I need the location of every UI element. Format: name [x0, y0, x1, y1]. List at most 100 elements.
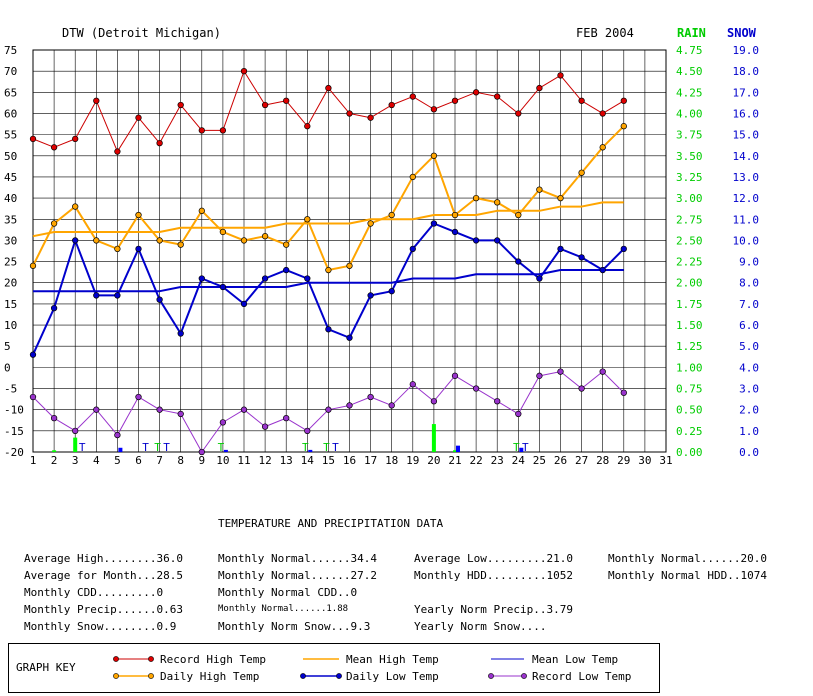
daily-low-temp-point	[430, 220, 438, 227]
snow-tick-label: 14.0	[733, 150, 760, 163]
daily-high-temp-point	[515, 211, 522, 219]
y-tick-label: -5	[4, 383, 17, 396]
stat-yearly-snow: Yearly Norm Snow....	[414, 620, 547, 633]
y-tick-label: 40	[4, 192, 17, 205]
daily-low-temp-point	[578, 254, 585, 261]
station-title: DTW (Detroit Michigan)	[62, 26, 221, 40]
record-high-temp-point	[536, 84, 543, 92]
rain-tick-label: 3.50	[676, 150, 703, 163]
record-low-temp-point	[536, 372, 543, 379]
daily-low-temp-point	[346, 334, 353, 341]
daily-high-temp-point	[599, 144, 606, 151]
record-high-temp-point	[177, 101, 184, 109]
rain-trace-marker: T	[323, 441, 330, 454]
daily-low-temp-point	[72, 237, 79, 244]
snow-tick-label: 8.0	[739, 277, 759, 290]
daily-high-temp-point	[388, 211, 395, 219]
record-low-temp-point	[494, 398, 501, 405]
daily-low-temp-point	[29, 351, 37, 358]
y-tick-label: 5	[4, 340, 11, 353]
daily-low-temp-point	[409, 245, 416, 253]
daily-low-temp-point	[515, 258, 522, 265]
daily-low-temp-point	[536, 275, 543, 282]
stat-average-low: Average Low.........21.0	[414, 552, 573, 565]
daily-high-temp-point	[472, 194, 480, 202]
daily-low-temp-point	[240, 300, 248, 308]
x-tick-label: 5	[114, 454, 121, 467]
record-low-temp-point	[72, 427, 79, 434]
record-high-temp-point	[557, 72, 564, 79]
daily-low-temp-point	[114, 292, 121, 299]
record-high-temp-point	[219, 127, 227, 134]
record-low-temp-point	[240, 406, 248, 413]
rain-tick-label: 0.50	[676, 404, 703, 417]
record-high-temp-point	[135, 114, 142, 121]
record-low-temp-point	[515, 410, 522, 418]
snow-tick-label: 11.0	[733, 213, 760, 226]
daily-low-temp-point	[304, 275, 311, 282]
snow-tick-label: 18.0	[733, 65, 760, 78]
record-high-temp-point	[93, 97, 100, 104]
record-low-temp-point	[388, 402, 395, 409]
snow-trace-marker: T	[332, 441, 339, 454]
record-low-temp-point	[409, 381, 416, 388]
record-high-temp-point	[114, 148, 121, 155]
record-high-temp-point	[388, 101, 395, 109]
rain-tick-label: 1.25	[676, 340, 703, 353]
record-high-temp-point	[325, 84, 332, 92]
record-high-temp-point	[409, 93, 416, 100]
daily-low-temp-point	[261, 275, 269, 282]
daily-high-temp-point	[536, 186, 543, 193]
daily-low-temp-point	[177, 330, 184, 337]
daily-high-temp-point	[177, 241, 184, 248]
daily-low-temp-point	[599, 266, 606, 274]
daily-high-temp-point	[29, 262, 37, 269]
record-low-temp-point	[599, 368, 606, 375]
mean-low-temp-line	[33, 269, 624, 293]
x-tick-label: 10	[216, 454, 229, 467]
x-tick-label: 9	[198, 454, 205, 467]
x-tick-label: 30	[638, 454, 651, 467]
record-high-temp-point	[515, 110, 522, 117]
record-high-temp-point	[430, 106, 438, 113]
record-low-temp-point	[367, 393, 374, 401]
rain-trace-marker: T	[513, 441, 520, 454]
daily-low-temp-point	[283, 266, 290, 274]
snow-tick-label: 2.0	[739, 404, 759, 417]
record-low-temp-point	[430, 398, 438, 405]
snow-tick-label: 19.0	[733, 44, 760, 57]
record-high-temp-point	[72, 135, 79, 143]
daily-low-temp-point	[472, 237, 480, 244]
snow-bar	[223, 449, 228, 452]
key-label-mean-low: Mean Low Temp	[532, 653, 619, 666]
snow-bar	[118, 447, 123, 452]
daily-high-temp-point	[451, 211, 459, 219]
stat-normal-hdd: Monthly Normal HDD..1074	[608, 569, 767, 582]
x-tick-label: 26	[554, 454, 567, 467]
daily-high-temp-point	[156, 237, 163, 244]
rain-tick-label: 2.50	[676, 234, 703, 247]
graph-key-title: GRAPH KEY	[16, 661, 76, 674]
record-low-temp-point	[261, 423, 269, 430]
record-high-temp-point	[472, 89, 480, 96]
rain-tick-label: 0.75	[676, 383, 703, 396]
y-tick-label: 60	[4, 107, 17, 120]
record-high-temp-point	[304, 123, 311, 130]
x-tick-label: 14	[301, 454, 315, 467]
record-low-temp-point	[620, 389, 627, 396]
x-tick-label: 12	[258, 454, 271, 467]
y-tick-label: -20	[4, 446, 24, 459]
stat-average-high: Average High........36.0	[24, 552, 183, 565]
x-tick-label: 2	[51, 454, 58, 467]
record-high-temp-point	[578, 97, 585, 104]
snow-trace-marker: T	[142, 441, 149, 454]
key-label-daily-low: Daily Low Temp	[346, 670, 439, 683]
daily-high-temp-point	[367, 220, 374, 227]
snow-trace-marker: T	[163, 441, 170, 454]
snow-trace-marker: T	[79, 441, 86, 454]
record-low-temp-point	[135, 393, 142, 401]
rain-tick-label: 4.50	[676, 65, 703, 78]
stat-normal-snow: Monthly Norm Snow...9.3	[218, 620, 371, 633]
rain-tick-label: 1.75	[676, 298, 703, 311]
daily-high-temp-point	[325, 266, 332, 274]
